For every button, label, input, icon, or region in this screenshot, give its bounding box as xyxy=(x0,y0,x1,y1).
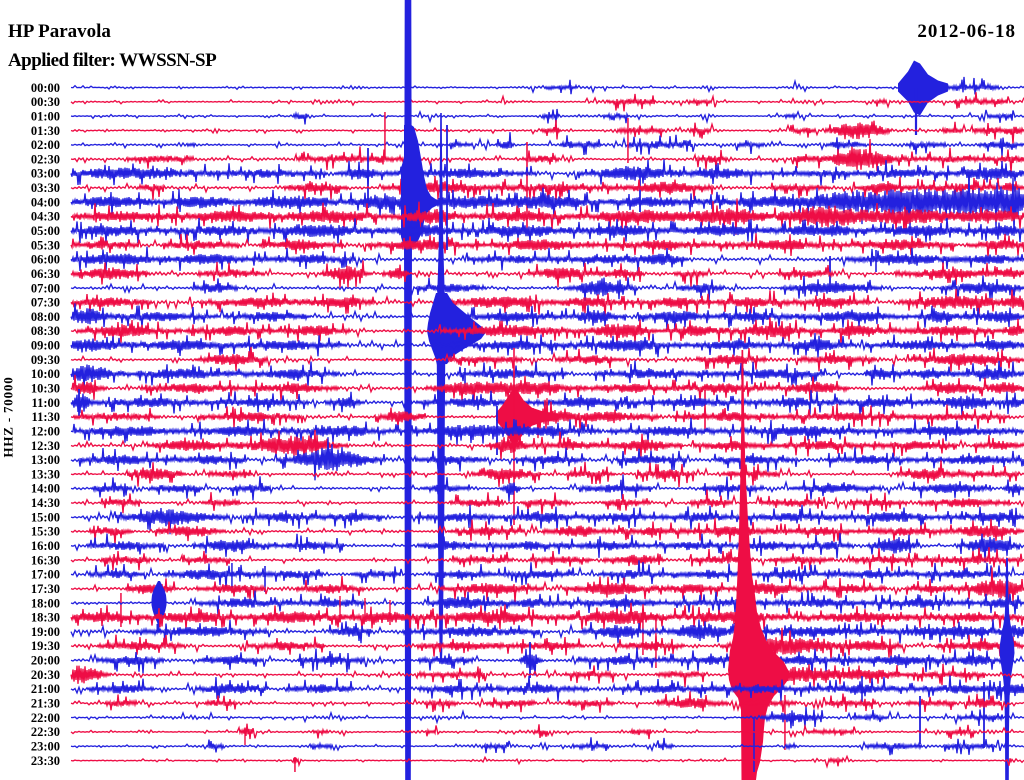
svg-text:12:30: 12:30 xyxy=(31,439,60,453)
svg-text:03:30: 03:30 xyxy=(31,181,60,195)
svg-text:01:30: 01:30 xyxy=(31,124,60,138)
svg-text:05:30: 05:30 xyxy=(31,238,60,252)
svg-text:03:00: 03:00 xyxy=(31,167,60,181)
svg-text:16:00: 16:00 xyxy=(31,539,60,553)
svg-text:08:00: 08:00 xyxy=(31,310,60,324)
svg-text:07:00: 07:00 xyxy=(31,281,60,295)
svg-text:18:00: 18:00 xyxy=(31,596,60,610)
svg-text:08:30: 08:30 xyxy=(31,324,60,338)
svg-text:14:00: 14:00 xyxy=(31,482,60,496)
svg-text:07:30: 07:30 xyxy=(31,296,60,310)
svg-text:23:00: 23:00 xyxy=(31,740,60,754)
svg-text:21:00: 21:00 xyxy=(31,682,60,696)
svg-text:04:00: 04:00 xyxy=(31,195,60,209)
svg-text:HP Paravola: HP Paravola xyxy=(8,21,111,42)
svg-text:06:30: 06:30 xyxy=(31,267,60,281)
svg-text:09:30: 09:30 xyxy=(31,353,60,367)
svg-text:02:30: 02:30 xyxy=(31,152,60,166)
svg-text:12:00: 12:00 xyxy=(31,425,60,439)
svg-text:05:00: 05:00 xyxy=(31,224,60,238)
svg-text:15:00: 15:00 xyxy=(31,510,60,524)
svg-text:22:30: 22:30 xyxy=(31,725,60,739)
svg-text:19:30: 19:30 xyxy=(31,639,60,653)
svg-text:00:30: 00:30 xyxy=(31,95,60,109)
svg-text:10:30: 10:30 xyxy=(31,382,60,396)
svg-text:11:00: 11:00 xyxy=(32,396,60,410)
svg-text:20:30: 20:30 xyxy=(31,668,60,682)
svg-text:00:00: 00:00 xyxy=(31,81,60,95)
svg-text:19:00: 19:00 xyxy=(31,625,60,639)
svg-text:17:00: 17:00 xyxy=(31,568,60,582)
svg-text:14:30: 14:30 xyxy=(31,496,60,510)
svg-text:09:00: 09:00 xyxy=(31,339,60,353)
svg-text:04:30: 04:30 xyxy=(31,210,60,224)
svg-text:02:00: 02:00 xyxy=(31,138,60,152)
svg-text:06:00: 06:00 xyxy=(31,253,60,267)
svg-text:21:30: 21:30 xyxy=(31,697,60,711)
svg-text:18:30: 18:30 xyxy=(31,611,60,625)
svg-text:20:00: 20:00 xyxy=(31,654,60,668)
svg-text:22:00: 22:00 xyxy=(31,711,60,725)
svg-text:2012-06-18: 2012-06-18 xyxy=(917,21,1016,42)
svg-text:23:30: 23:30 xyxy=(31,754,60,768)
svg-text:17:30: 17:30 xyxy=(31,582,60,596)
svg-text:16:30: 16:30 xyxy=(31,553,60,567)
svg-text:11:30: 11:30 xyxy=(32,410,60,424)
svg-text:10:00: 10:00 xyxy=(31,367,60,381)
svg-text:13:00: 13:00 xyxy=(31,453,60,467)
svg-text:HHZ - 70000: HHZ - 70000 xyxy=(1,376,16,457)
svg-text:01:00: 01:00 xyxy=(31,109,60,123)
svg-text:Applied filter: WWSSN-SP: Applied filter: WWSSN-SP xyxy=(8,50,217,71)
svg-text:15:30: 15:30 xyxy=(31,525,60,539)
svg-text:13:30: 13:30 xyxy=(31,467,60,481)
